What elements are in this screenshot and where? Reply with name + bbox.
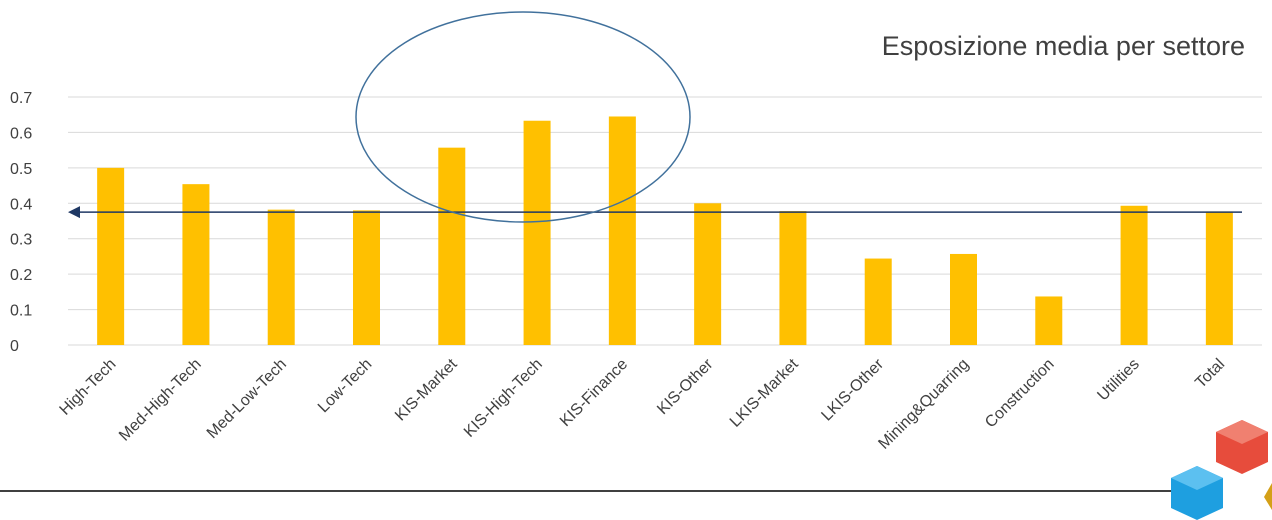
bar (950, 253, 977, 345)
bar (864, 258, 892, 345)
bar (267, 209, 295, 345)
bar (779, 211, 807, 345)
arrowhead-icon (68, 206, 80, 219)
x-tick-label: LKIS-Other (818, 355, 887, 424)
grid-lines (68, 96, 1262, 346)
highlight-ellipse (355, 11, 691, 223)
chart-title: Esposizione media per settore (882, 31, 1245, 61)
x-tick-label: Med-Low-Tech (204, 356, 290, 442)
y-tick-label: 0.6 (10, 125, 32, 142)
y-tick-label: 0.5 (10, 161, 32, 178)
bar (353, 210, 380, 345)
bar (608, 116, 636, 345)
x-tick-label: Utilities (1094, 356, 1142, 404)
x-tick-label: KIS-Other (654, 355, 717, 418)
x-tick-label: KIS-High-Tech (461, 356, 546, 441)
y-tick-label: 0.7 (10, 90, 32, 107)
x-tick-label: High-Tech (57, 356, 120, 419)
y-axis-ticks: 0 0.1 0.2 0.3 0.4 0.5 0.6 0.7 (10, 90, 32, 355)
x-tick-label: KIS-Market (392, 355, 461, 424)
y-tick-label: 0 (10, 338, 19, 355)
bar (1035, 296, 1063, 345)
bar (182, 184, 210, 345)
x-tick-label: LKIS-Market (727, 355, 802, 430)
bar (1205, 211, 1233, 345)
y-tick-label: 0.2 (10, 267, 32, 284)
reference-line (68, 206, 1242, 219)
x-tick-label: Low-Tech (315, 356, 375, 416)
y-tick-label: 0.3 (10, 232, 32, 249)
y-tick-label: 0.1 (10, 303, 32, 320)
x-tick-label: Mining&Quarring (875, 356, 972, 453)
colored-cubes-logo (1171, 420, 1272, 520)
x-tick-label: Total (1192, 356, 1228, 392)
x-tick-label: Med-High-Tech (116, 356, 205, 445)
bar (523, 120, 551, 345)
y-tick-label: 0.4 (10, 196, 32, 213)
bar (1120, 205, 1148, 345)
x-tick-label: KIS-Finance (557, 356, 631, 430)
x-tick-label: Construction (982, 356, 1058, 432)
bars (97, 116, 1233, 345)
bar (97, 167, 125, 345)
bar (438, 147, 466, 345)
bar (694, 203, 722, 345)
